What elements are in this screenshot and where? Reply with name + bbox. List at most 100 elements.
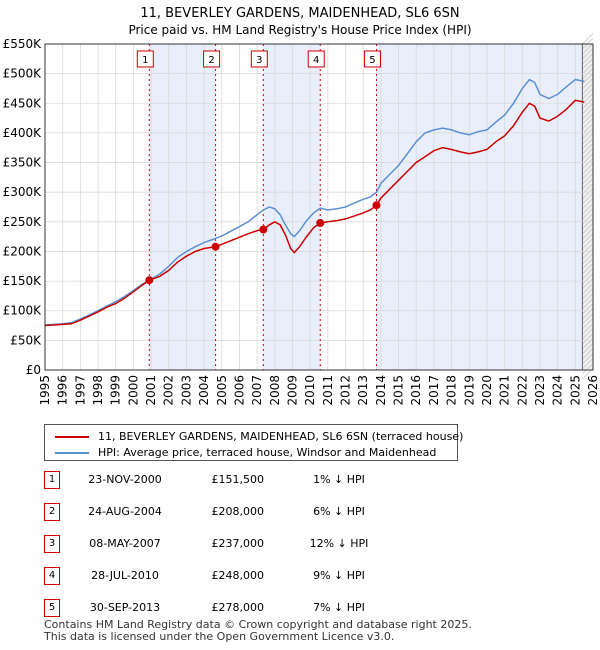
x-tick-label: 1997 (73, 375, 87, 406)
future-hatch-line (582, 223, 594, 235)
future-hatch-line (582, 208, 594, 220)
transaction-hpi-diff: 6% ↓ HPI (313, 505, 365, 518)
x-tick-label: 1995 (38, 375, 52, 406)
x-tick-label: 2011 (321, 375, 335, 406)
future-hatch-line (582, 363, 594, 375)
x-tick-label: 2022 (515, 375, 529, 406)
future-hatch-line (582, 298, 594, 310)
chart-title: 11, BEVERLEY GARDENS, MAIDENHEAD, SL6 6S… (140, 6, 459, 21)
price-chart: 11, BEVERLEY GARDENS, MAIDENHEAD, SL6 6S… (3, 6, 600, 406)
y-tick-label: £250K (3, 215, 43, 229)
transaction-number: 2 (44, 503, 60, 521)
legend-item-hpi: HPI: Average price, terraced house, Wind… (55, 446, 436, 459)
future-hatch-line (582, 193, 594, 205)
future-hatch-line (582, 43, 594, 55)
y-tick-label: £300K (3, 185, 43, 199)
legend-label-property: 11, BEVERLEY GARDENS, MAIDENHEAD, SL6 6S… (98, 430, 464, 443)
future-hatch-line (582, 63, 594, 75)
table-row: 5 30-SEP-2013 £278,000 7% ↓ HPI (44, 599, 464, 619)
future-hatch-line (582, 288, 594, 300)
future-hatch-line (582, 203, 594, 215)
y-tick-label: £0 (26, 363, 41, 377)
x-tick-label: 2019 (462, 375, 476, 406)
x-tick-label: 2013 (356, 375, 370, 406)
future-hatch-line (582, 113, 594, 125)
sale-point (211, 242, 220, 251)
y-tick-label: £50K (10, 333, 42, 347)
future-hatch-line (582, 133, 594, 145)
transaction-number: 4 (44, 567, 60, 585)
transaction-date: 24-AUG-2004 (88, 505, 162, 518)
transaction-number: 3 (44, 535, 60, 553)
footer-licence: This data is licensed under the Open Gov… (44, 630, 395, 643)
x-tick-label: 2001 (144, 375, 158, 406)
future-hatch-line (582, 163, 594, 175)
sale-point (372, 201, 381, 210)
table-row: 3 08-MAY-2007 £237,000 12% ↓ HPI (44, 535, 464, 555)
future-hatch-line (582, 353, 594, 365)
sale-number-box (307, 50, 325, 68)
transaction-hpi-diff: 9% ↓ HPI (313, 569, 365, 582)
sale-number-box (363, 50, 381, 68)
table-row: 4 28-JUL-2010 £248,000 9% ↓ HPI (44, 567, 464, 587)
footer: Contains HM Land Registry data © Crown c… (44, 619, 472, 643)
chart-subtitle: Price paid vs. HM Land Registry's House … (128, 23, 471, 37)
future-hatch-line (582, 358, 594, 370)
transaction-date: 23-NOV-2000 (88, 473, 162, 486)
legend-swatch-blue (55, 452, 89, 454)
x-tick-label: 2003 (179, 375, 193, 406)
future-hatch-line (582, 218, 594, 230)
x-tick-label: 2000 (126, 375, 140, 406)
x-tick-label: 2025 (568, 375, 582, 406)
future-hatch-line (582, 168, 594, 180)
x-tick-label: 2008 (268, 375, 282, 406)
future-hatch-line (582, 253, 594, 265)
sale-number-label: 5 (369, 55, 375, 66)
plot-frame (44, 43, 594, 371)
sale-number-box (250, 50, 268, 68)
future-hatch-line (582, 98, 594, 110)
sale-period-shading (263, 44, 321, 370)
table-row: 1 23-NOV-2000 £151,500 1% ↓ HPI (44, 471, 464, 491)
x-tick-label: 2016 (409, 375, 423, 406)
x-tick-label: 2006 (232, 375, 246, 406)
x-tick-label: 2014 (374, 375, 388, 406)
future-hatch-line (582, 273, 594, 285)
sale-number-box (136, 50, 154, 68)
future-hatch-line (582, 233, 594, 245)
x-tick-label: 1998 (91, 375, 105, 406)
legend-label-hpi: HPI: Average price, terraced house, Wind… (98, 446, 437, 459)
sale-number-label: 2 (208, 55, 214, 66)
transaction-hpi-diff: 12% ↓ HPI (309, 537, 369, 550)
transaction-date: 08-MAY-2007 (89, 537, 161, 550)
sale-point (316, 219, 325, 228)
future-hatch-line (582, 213, 594, 225)
x-tick-label: 1996 (56, 375, 70, 406)
sale-number-box (203, 50, 221, 68)
future-hatch-line (582, 138, 594, 150)
transaction-hpi-diff: 1% ↓ HPI (313, 473, 365, 486)
transaction-number: 5 (44, 599, 60, 617)
future-hatch-line (582, 103, 594, 115)
future-hatch-line (582, 343, 594, 355)
x-tick-label: 2018 (445, 375, 459, 406)
future-hatch-line (582, 48, 594, 60)
sale-point (145, 276, 154, 285)
future-region (582, 44, 593, 370)
transaction-date: 30-SEP-2013 (89, 601, 161, 614)
legend-item-property: 11, BEVERLEY GARDENS, MAIDENHEAD, SL6 6S… (55, 430, 463, 443)
x-tick-label: 2004 (197, 375, 211, 406)
future-hatch-line (582, 73, 594, 85)
future-hatch-line (582, 258, 594, 270)
sale-period-shading (149, 44, 216, 370)
future-hatch-line (582, 148, 594, 160)
y-tick-label: £200K (3, 244, 43, 258)
future-hatch-line (582, 293, 594, 305)
future-hatch-line (582, 348, 594, 360)
y-tick-label: £150K (3, 274, 43, 288)
future-hatch-line (582, 228, 594, 240)
property-series-line (44, 99, 585, 327)
x-tick-label: 2026 (586, 375, 600, 406)
transaction-hpi-diff: 7% ↓ HPI (313, 601, 365, 614)
y-tick-label: £400K (3, 126, 43, 140)
